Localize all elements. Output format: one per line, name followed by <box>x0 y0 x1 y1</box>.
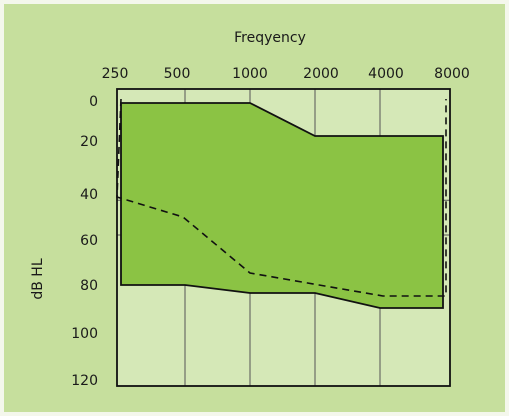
x-tick-label-1000: 1000 <box>232 66 268 82</box>
x-axis-tick-labels: 250 500 1000 2000 4000 8000 <box>102 66 470 82</box>
y-tick-label-100: 100 <box>71 326 98 342</box>
y-tick-label-0: 0 <box>89 94 98 110</box>
y-tick-label-40: 40 <box>80 187 98 203</box>
y-tick-label-20: 20 <box>80 134 98 150</box>
x-tick-label-8000: 8000 <box>434 66 470 82</box>
x-tick-label-4000: 4000 <box>368 66 404 82</box>
y-axis-tick-labels: 0 20 40 60 80 100 120 <box>71 94 98 389</box>
y-tick-label-120: 120 <box>71 373 98 389</box>
y-tick-label-80: 80 <box>80 278 98 294</box>
chart-title: Freqyency <box>234 30 306 46</box>
dashed-threshold-line <box>116 98 447 297</box>
audiogram-band-outline <box>120 102 444 309</box>
audiogram-band-area <box>121 103 443 308</box>
x-tick-label-500: 500 <box>164 66 191 82</box>
plot-area <box>116 88 451 387</box>
y-tick-label-60: 60 <box>80 233 98 249</box>
y-axis-label: dB HL <box>30 258 46 299</box>
x-tick-label-250: 250 <box>102 66 129 82</box>
plot-frame <box>116 88 451 387</box>
x-tick-label-2000: 2000 <box>303 66 339 82</box>
